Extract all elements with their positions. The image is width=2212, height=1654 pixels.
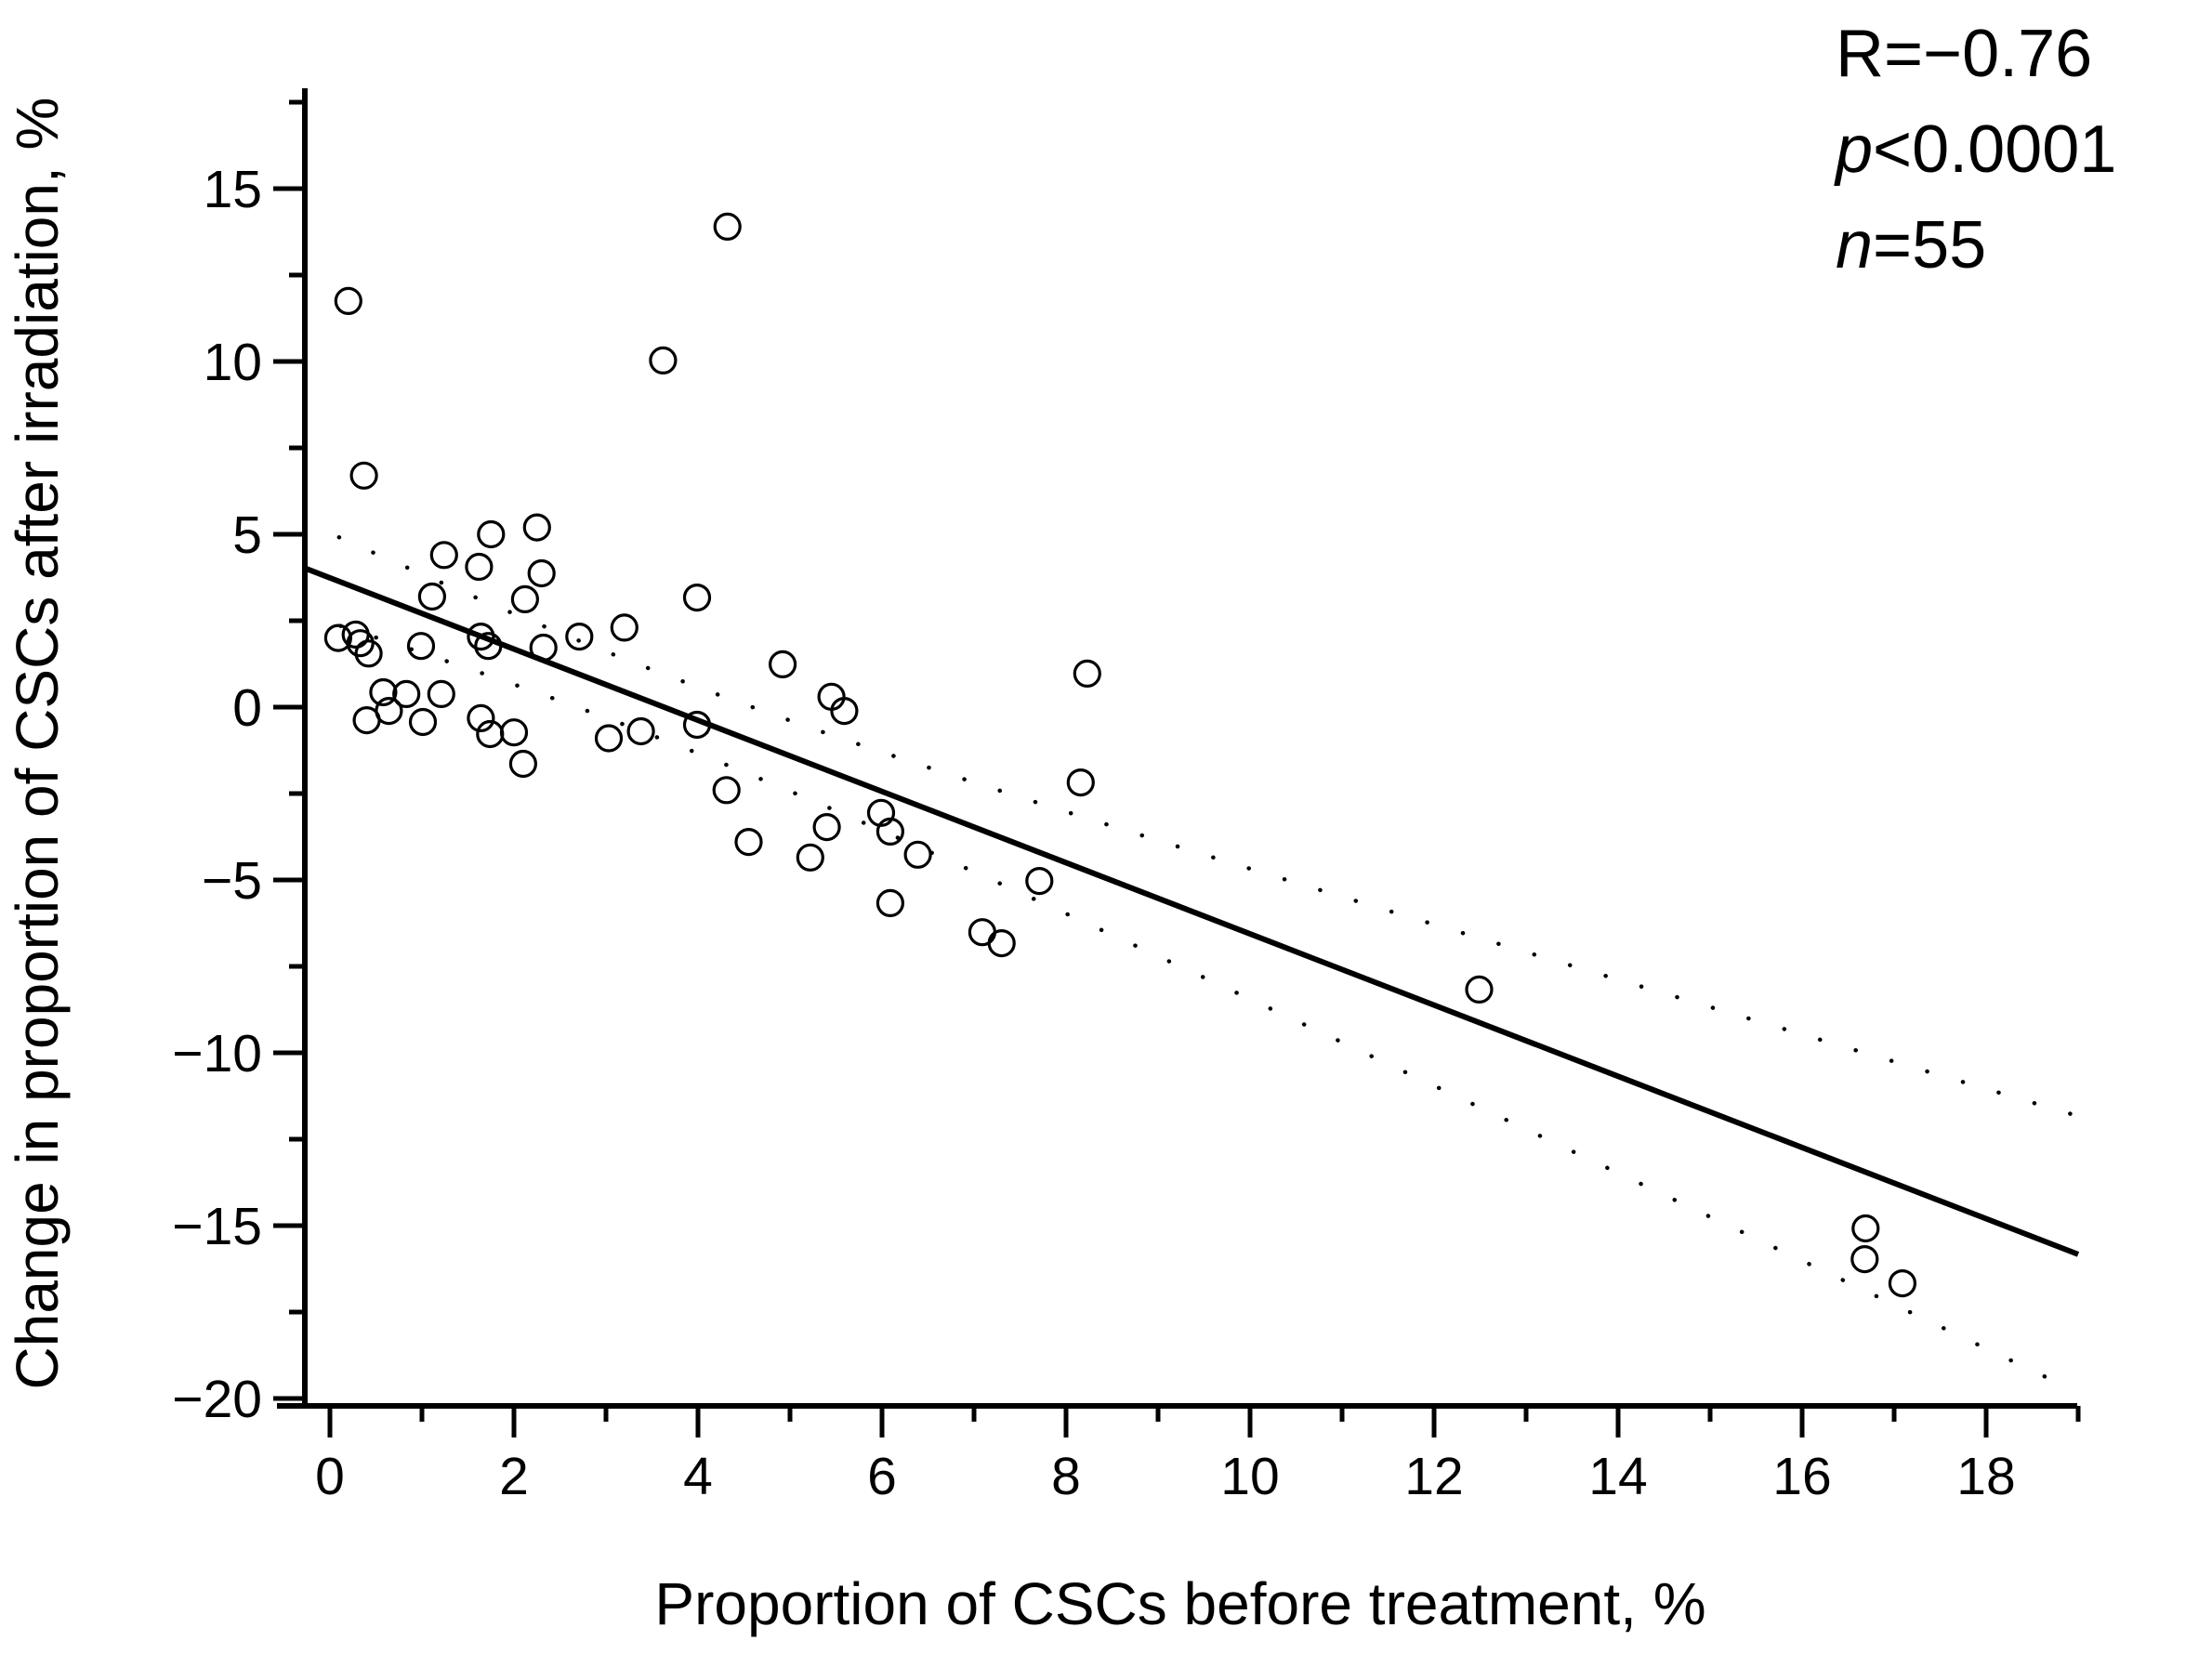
data-point (968, 918, 997, 947)
data-point (474, 632, 503, 661)
data-point (1851, 1214, 1880, 1243)
data-point (610, 613, 639, 642)
x-tick-label: 0 (315, 1447, 345, 1506)
scatter-points (323, 212, 1917, 1298)
data-point (866, 798, 896, 827)
data-point (465, 552, 494, 582)
stats-r-value: =−0.76 (1884, 17, 2092, 91)
data-point (626, 716, 655, 746)
y-tick-label: 0 (232, 678, 262, 738)
stats-r-line: R=−0.76 (1836, 17, 2092, 91)
data-point (427, 679, 455, 709)
data-point (1066, 768, 1095, 797)
stats-p-symbol: p (1834, 112, 1873, 187)
x-tick-label: 6 (867, 1447, 897, 1506)
regression-line (304, 565, 2080, 1257)
data-point (499, 718, 529, 747)
data-point (510, 584, 540, 614)
data-point (876, 888, 905, 918)
data-point (876, 817, 905, 847)
data-point (406, 632, 436, 661)
data-point (508, 749, 538, 779)
data-point (768, 650, 797, 679)
data-point (734, 827, 763, 857)
x-tick-label: 2 (499, 1447, 529, 1506)
stats-n-symbol: n (1836, 208, 1873, 282)
data-point (903, 840, 932, 869)
y-tick-label: 10 (204, 333, 262, 392)
data-point (323, 624, 352, 652)
y-tick-label: 5 (232, 505, 262, 565)
data-point (334, 286, 362, 315)
data-point (429, 541, 458, 570)
y-tick-label: −15 (172, 1197, 262, 1256)
data-point (796, 843, 824, 872)
y-tick-label: −5 (202, 851, 262, 911)
y-tick-label: −10 (172, 1024, 262, 1083)
data-point (682, 583, 712, 612)
data-point (417, 582, 446, 611)
stats-r-symbol: R (1836, 17, 1884, 91)
data-point (1850, 1244, 1879, 1274)
data-point (467, 703, 495, 733)
data-point (649, 346, 678, 374)
y-axis-title: Change in proportion of CSCs after irrad… (4, 98, 71, 1390)
stats-n-value: =55 (1873, 208, 1986, 282)
regression-line-group (304, 565, 2080, 1257)
data-point (712, 776, 741, 805)
ci-lower-line (303, 612, 2079, 1394)
axis-ticks (273, 99, 2081, 1437)
stats-n-line: n=55 (1836, 208, 1986, 282)
data-point (392, 679, 421, 709)
ci-upper-line (303, 519, 2079, 1118)
data-point (529, 633, 558, 663)
x-tick-label: 14 (1588, 1447, 1647, 1506)
data-point (352, 705, 381, 735)
tick-labels: 0 2 4 6 8 10 12 14 16 18 15 10 5 0 −5 −10 −15 −20 (172, 160, 2015, 1506)
data-point (354, 639, 383, 668)
x-tick-label: 4 (683, 1447, 713, 1506)
data-point (682, 710, 712, 740)
x-tick-label: 16 (1772, 1447, 1831, 1506)
data-point (713, 212, 742, 241)
x-tick-label: 12 (1404, 1447, 1463, 1506)
data-point (812, 812, 841, 842)
axes (277, 88, 2077, 1409)
data-point (565, 622, 594, 651)
data-point (467, 622, 495, 651)
x-tick-label: 8 (1051, 1447, 1081, 1506)
data-point (594, 724, 624, 753)
stats-p-value: <0.0001 (1873, 112, 2116, 187)
data-point (349, 461, 378, 490)
data-point (369, 677, 398, 707)
x-axis-title: Proportion of CSCs before treatment, % (654, 1570, 1705, 1637)
data-point (522, 513, 551, 542)
data-point (1025, 866, 1054, 896)
confidence-band (303, 519, 2079, 1394)
stats-annotation: R=−0.76 p<0.0001 n=55 (1834, 17, 2116, 282)
data-point (1888, 1268, 1917, 1298)
y-tick-label: −20 (172, 1370, 262, 1429)
data-point (408, 707, 438, 737)
x-tick-label: 18 (1956, 1447, 2015, 1506)
data-point (477, 519, 506, 549)
data-point (830, 696, 859, 726)
data-point (527, 558, 556, 588)
x-tick-label: 10 (1220, 1447, 1279, 1506)
data-point (987, 928, 1016, 958)
data-point (1073, 659, 1101, 689)
stats-p-line: p<0.0001 (1834, 112, 2116, 187)
y-tick-label: 15 (204, 160, 262, 219)
data-point (1465, 975, 1494, 1004)
